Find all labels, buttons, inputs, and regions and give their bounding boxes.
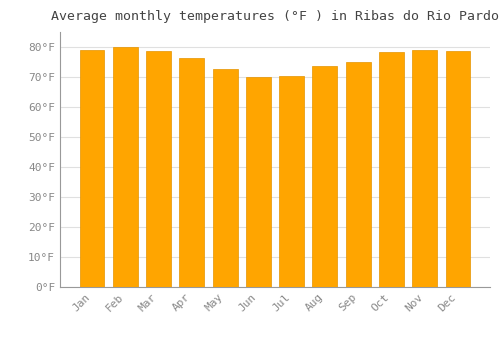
Bar	[180, 58, 204, 287]
Bar	[212, 69, 238, 287]
Bar	[346, 62, 370, 287]
Bar	[113, 48, 138, 287]
Bar	[379, 52, 404, 287]
Bar	[279, 76, 304, 287]
Bar	[312, 66, 338, 287]
Bar	[146, 51, 171, 287]
Bar	[246, 77, 271, 287]
Title: Average monthly temperatures (°F ) in Ribas do Rio Pardo: Average monthly temperatures (°F ) in Ri…	[51, 10, 499, 23]
Bar	[446, 51, 470, 287]
Bar	[80, 50, 104, 287]
Bar	[412, 50, 437, 287]
